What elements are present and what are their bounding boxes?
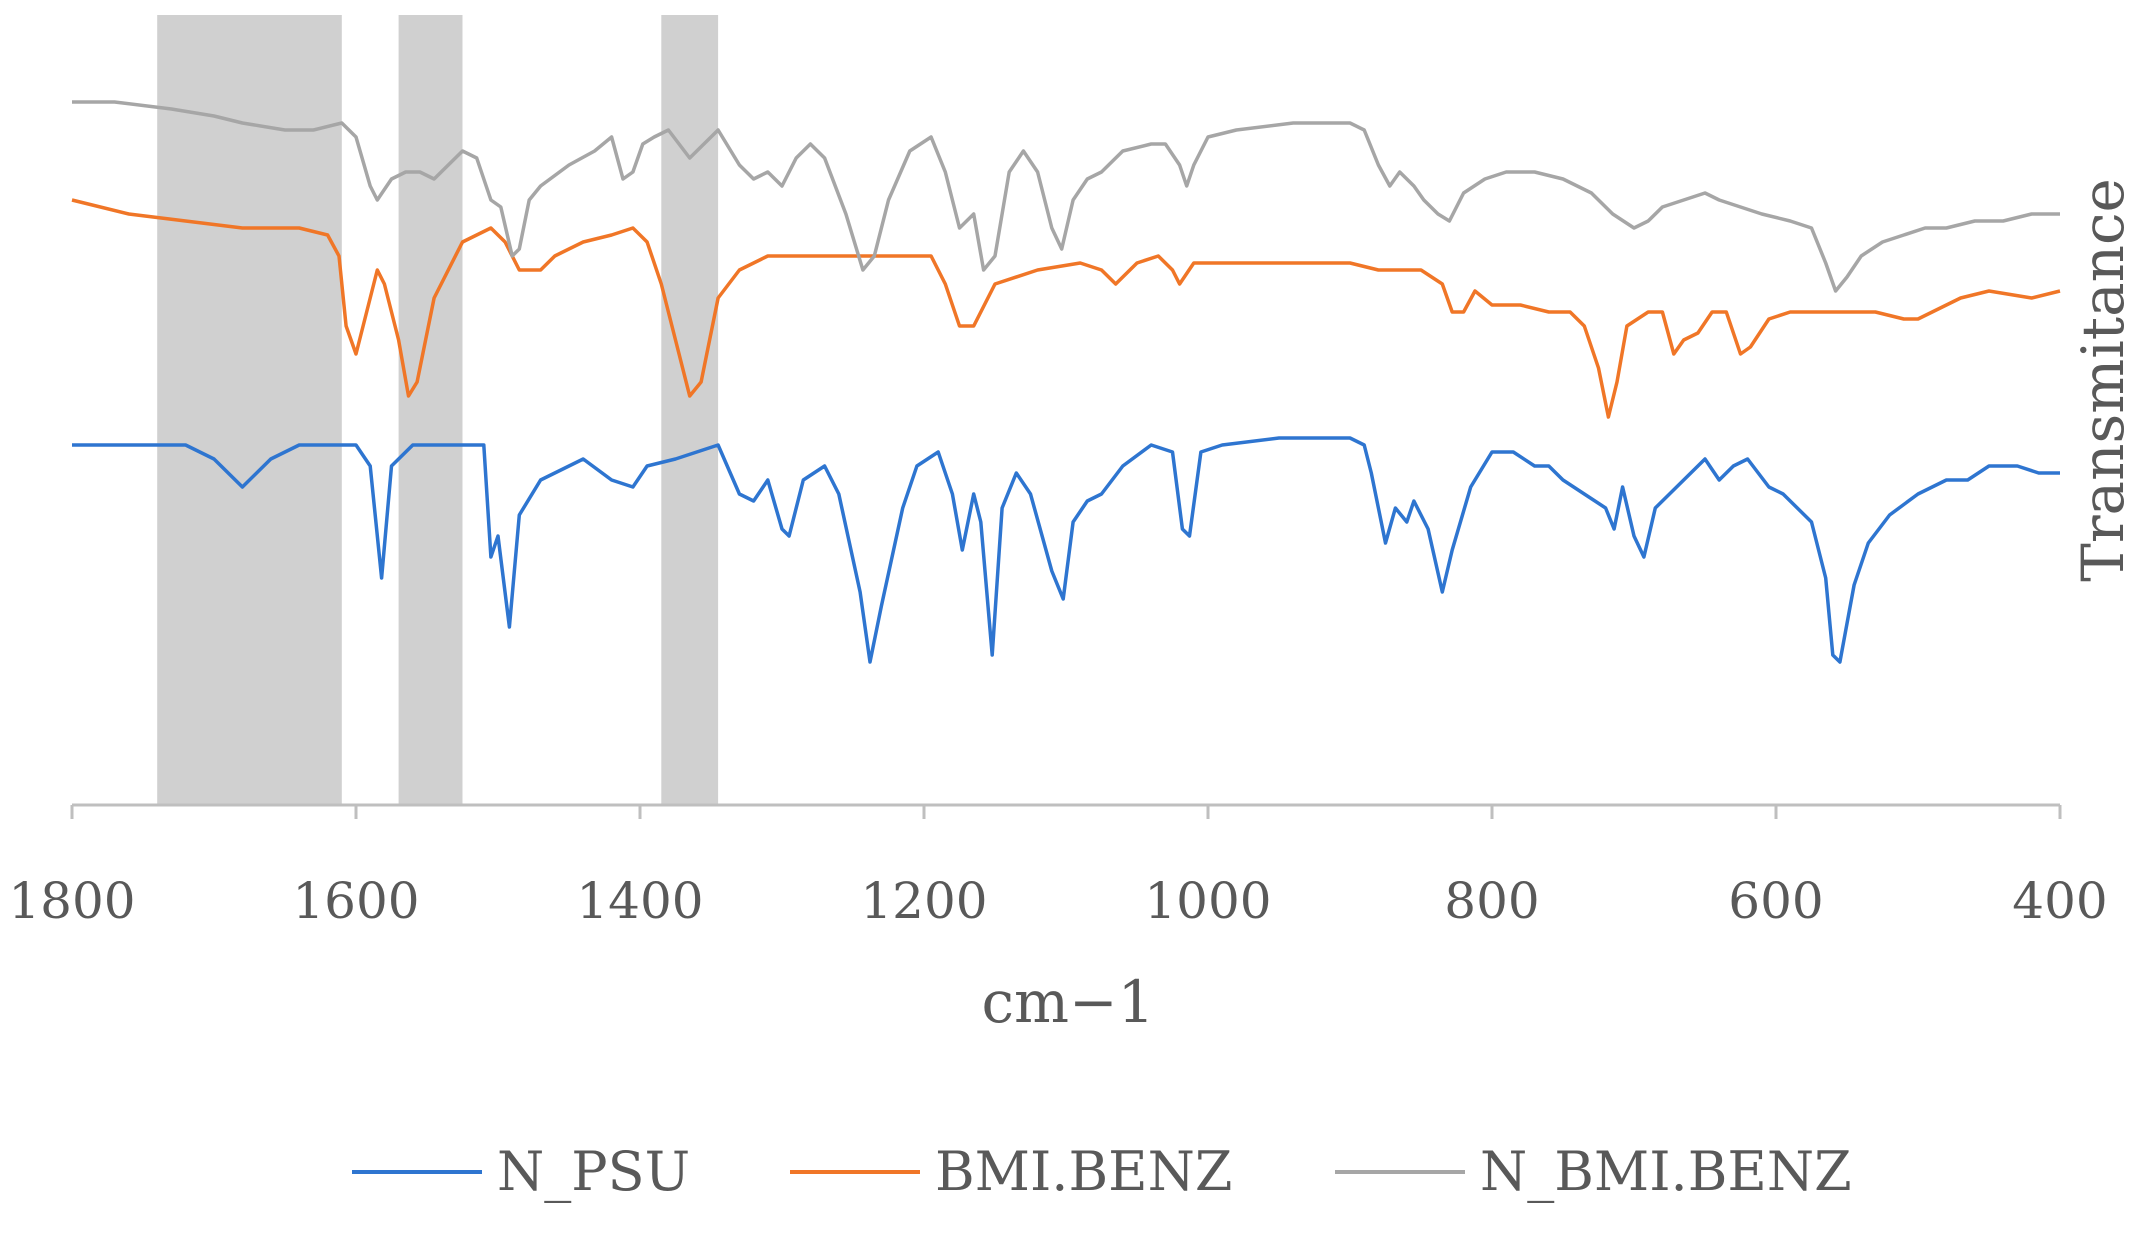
highlight-band-2 [398, 15, 463, 805]
series-line-n-psu [72, 436, 2060, 664]
highlight-band-3 [661, 15, 719, 805]
legend: N_PSU BMI.BENZ N_BMI.BENZ [352, 1140, 1852, 1203]
series-line-n-bmi-benz [72, 100, 2060, 293]
x-tick-label-400: 400 [2012, 872, 2107, 930]
x-tick-label-1600: 1600 [292, 872, 419, 930]
legend-label-n-psu: N_PSU [497, 1140, 690, 1203]
y-axis-label: Transmitance [2069, 178, 2137, 582]
highlight-band-1 [157, 15, 342, 805]
x-axis-label: cm−1 [982, 968, 1155, 1036]
x-tick-label-600: 600 [1728, 872, 1823, 930]
legend-label-n-bmi-benz: N_BMI.BENZ [1480, 1140, 1852, 1203]
legend-label-bmi-benz: BMI.BENZ [935, 1140, 1232, 1203]
x-tick-label-1200: 1200 [860, 872, 987, 930]
series-lines [71, 100, 2061, 664]
x-tick-label-800: 800 [1444, 872, 1539, 930]
highlight-bands [157, 15, 719, 805]
x-tick-label-1000: 1000 [1144, 872, 1271, 930]
x-tick-label-1800: 1800 [8, 872, 135, 930]
x-axis: 1800 1600 1400 1200 1000 800 600 400 [8, 803, 2108, 930]
series-line-bmi-benz [71, 198, 2061, 419]
x-tick-label-1400: 1400 [576, 872, 703, 930]
